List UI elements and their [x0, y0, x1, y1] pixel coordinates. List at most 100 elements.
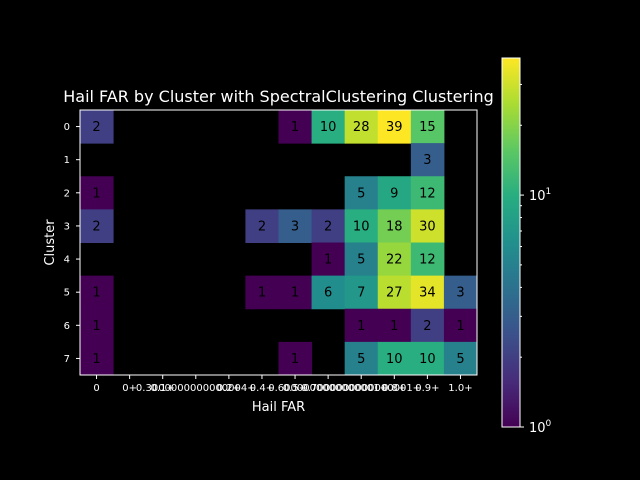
colorbar-tick-label: 100: [529, 419, 552, 436]
cell-value-label: 2: [423, 319, 431, 334]
x-tick-label: 0.2+: [217, 383, 241, 394]
cell-value-label: 39: [386, 120, 403, 135]
cell-value-label: 1: [456, 319, 464, 334]
heatmap-cell: [410, 209, 445, 243]
cell-value-label: 5: [456, 352, 464, 367]
heatmap-cell: [245, 209, 279, 243]
cell-value-label: 10: [353, 219, 370, 234]
cell-value-label: 30: [419, 219, 436, 234]
heatmap-cell: [80, 110, 114, 144]
heatmap-cell: [80, 176, 114, 210]
cell-value-label: 12: [419, 253, 436, 268]
y-tick-label: 1: [64, 155, 70, 166]
heatmap-cell: [377, 110, 412, 144]
cell-value-label: 5: [357, 186, 365, 201]
colorbar-gradient: [502, 58, 520, 427]
heatmap-cell: [344, 176, 379, 210]
heatmap-cell: [443, 308, 478, 343]
cell-value-label: 1: [291, 286, 299, 301]
x-tick-label: 0.3000000000000004+: [136, 383, 256, 394]
x-tick-label: 0.8+: [382, 383, 406, 394]
heatmap-cell: [80, 209, 114, 243]
cell-value-label: 3: [423, 153, 431, 168]
cell-value-label: 7: [357, 286, 365, 301]
heatmap-cell: [410, 176, 445, 210]
cell-value-label: 1: [291, 352, 299, 367]
cell-value-label: 9: [390, 186, 398, 201]
heatmap-cell: [443, 341, 478, 376]
x-axis: 0 0+ 0.1+0.3000000000000004+0.2+ 0.4+ 0.5+0.…: [93, 375, 473, 394]
y-tick-label: 4: [64, 255, 70, 266]
plot-frame: [79, 109, 478, 376]
x-tick-label: 0.4+: [250, 383, 274, 394]
y-tick-label: 7: [64, 354, 70, 365]
heatmap-cell: [344, 110, 379, 144]
heatmap-cell: [80, 341, 114, 376]
y-tick-label: 6: [64, 321, 70, 332]
cell-value-label: 2: [324, 219, 332, 234]
cell-value-label: 22: [386, 253, 403, 268]
cell-value-label: 10: [320, 120, 337, 135]
x-tick-label: 0.6000000000000001+: [268, 383, 388, 394]
heatmap-cell: [344, 209, 379, 243]
chart-title: Hail FAR by Cluster with SpectralCluster…: [63, 87, 494, 106]
colorbar: 100 101: [501, 57, 552, 436]
y-tick-label: 2: [64, 188, 70, 199]
cell-value-label: 18: [386, 219, 403, 234]
heatmap-cell: [311, 209, 346, 243]
colorbar-frame: [501, 57, 521, 428]
heatmap-cell: [344, 308, 379, 343]
cell-value-label: 1: [258, 286, 266, 301]
x-tick-label: 0: [93, 383, 99, 394]
heatmap-cell: [278, 275, 313, 310]
cell-value-label: 12: [419, 186, 436, 201]
cell-value-label: 3: [291, 219, 299, 234]
y-axis-label: Cluster: [43, 219, 58, 266]
y-axis: 0 1 2 3 4 5 6 7: [64, 122, 80, 365]
heatmap-cell: [410, 242, 445, 277]
y-tick-label: 0: [64, 122, 70, 133]
cell-value-label: 15: [419, 120, 436, 135]
heatmap-cell: [377, 176, 412, 210]
heatmap-cell: [344, 275, 379, 310]
heatmap-cell: [377, 209, 412, 243]
cell-value-label: 1: [291, 120, 299, 135]
x-axis-label: Hail FAR: [252, 400, 305, 415]
heatmap-cell: [344, 242, 379, 277]
colorbar-tick-label: 101: [529, 187, 551, 204]
heatmap-cell: [80, 275, 114, 310]
heatmap-cell: [410, 308, 445, 343]
cell-value-label: 1: [390, 319, 398, 334]
x-tick-label: 0.5+: [283, 383, 307, 394]
cell-value-label: 10: [386, 352, 403, 367]
cell-value-label: 3: [456, 286, 464, 301]
cell-value-label: 34: [419, 286, 436, 301]
y-tick-label: 5: [64, 288, 70, 299]
cell-value-label: 1: [92, 352, 100, 367]
heatmap-cell: [410, 341, 445, 376]
x-tick-label: 0.9+: [415, 383, 439, 394]
cell-value-label: 28: [353, 120, 370, 135]
heatmap-cell: [377, 341, 412, 376]
cell-value-label: 1: [92, 186, 100, 201]
heatmap-cell: [278, 341, 313, 376]
y-tick-label: 3: [64, 221, 70, 232]
cell-value-label: 1: [357, 319, 365, 334]
heatmap-cell: [377, 275, 412, 310]
heatmap-cell: [80, 308, 114, 343]
x-tick-label: 1.0+: [448, 383, 472, 394]
cell-value-label: 6: [324, 286, 332, 301]
cell-value-label: 2: [92, 120, 100, 135]
heatmap-cell: [410, 275, 445, 310]
x-tick-label: 0+: [122, 383, 137, 394]
cell-value-label: 2: [258, 219, 266, 234]
heatmap-cell: [278, 209, 313, 243]
heatmap-cell: [245, 275, 279, 310]
x-tick-label: 0.7000000000000001+: [301, 383, 421, 394]
heatmap-cell: [410, 143, 445, 177]
heatmap-cell: [443, 275, 478, 310]
heatmap-cell: [278, 110, 313, 144]
heatmap-cell: [311, 110, 346, 144]
